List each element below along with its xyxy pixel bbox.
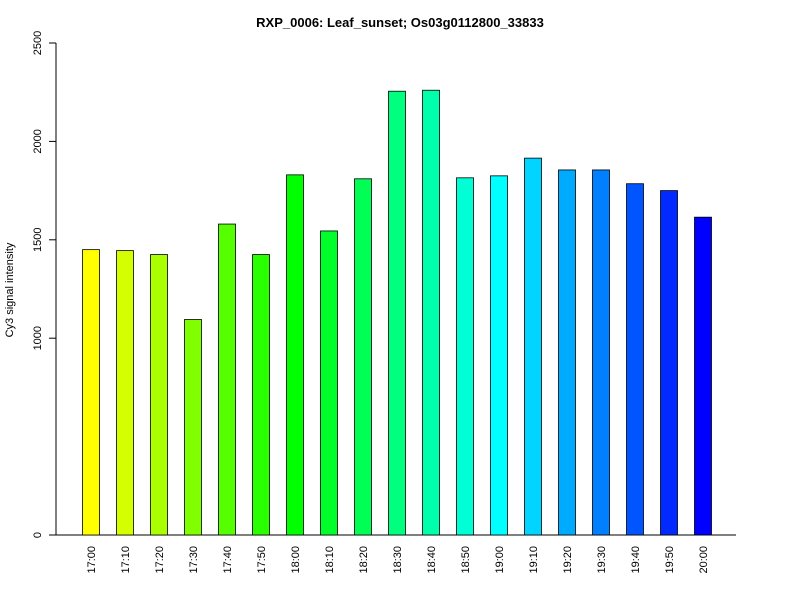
bar-1730 bbox=[184, 319, 202, 536]
bar-1900 bbox=[490, 175, 508, 536]
bar-1700 bbox=[82, 249, 100, 536]
bar-1750 bbox=[252, 254, 270, 536]
x-tick-label: 18:00 bbox=[290, 546, 302, 574]
x-tick-label: 18:30 bbox=[392, 546, 404, 574]
x-tick-label: 17:20 bbox=[154, 546, 166, 574]
x-tick-label: 19:30 bbox=[596, 546, 608, 574]
bar-1830 bbox=[388, 90, 406, 536]
x-tick-label: 17:00 bbox=[86, 546, 98, 574]
y-axis-label: Cy3 signal intensity bbox=[4, 242, 16, 337]
x-tick-label: 19:20 bbox=[562, 546, 574, 574]
chart-title: RXP_0006: Leaf_sunset; Os03g0112800_3383… bbox=[256, 15, 544, 30]
x-tick-label: 19:50 bbox=[664, 546, 676, 574]
y-tick-label: 1500 bbox=[32, 228, 44, 252]
x-tick-label: 17:10 bbox=[120, 546, 132, 574]
y-tick-label: 2000 bbox=[32, 129, 44, 153]
bar-1910 bbox=[524, 157, 542, 536]
x-tick-label: 17:50 bbox=[256, 546, 268, 574]
bar-1950 bbox=[660, 190, 678, 536]
bar-1720 bbox=[150, 254, 168, 536]
x-tick-label: 18:20 bbox=[358, 546, 370, 574]
x-tick-label: 18:10 bbox=[324, 546, 336, 574]
x-tick-label: 18:50 bbox=[460, 546, 472, 574]
bar-1940 bbox=[626, 183, 644, 536]
x-tick-label: 17:40 bbox=[222, 546, 234, 574]
y-tick-label: 1000 bbox=[32, 326, 44, 350]
y-axis-ticks: 0 1000 1500 2000 2500 bbox=[32, 31, 56, 538]
y-tick-label: 2500 bbox=[32, 31, 44, 55]
bar-1800 bbox=[286, 174, 304, 536]
x-tick-label: 19:00 bbox=[494, 546, 506, 574]
x-axis-tick-labels: 17:00 17:10 17:20 17:30 17:40 17:50 18:00 18:10… bbox=[86, 546, 710, 574]
bar-2000 bbox=[694, 216, 712, 536]
bar-1740 bbox=[218, 223, 236, 536]
bar-1850 bbox=[456, 177, 474, 536]
bars-group bbox=[82, 89, 712, 536]
bar-1930 bbox=[592, 169, 610, 536]
x-tick-label: 19:40 bbox=[630, 546, 642, 574]
x-tick-label: 19:10 bbox=[528, 546, 540, 574]
bar-1820 bbox=[354, 178, 372, 536]
bar-1920 bbox=[558, 169, 576, 536]
y-tick-label: 0 bbox=[32, 532, 44, 538]
bar-1840 bbox=[422, 89, 440, 536]
bar-1810 bbox=[320, 230, 338, 536]
x-tick-label: 17:30 bbox=[188, 546, 200, 574]
x-tick-label: 18:40 bbox=[426, 546, 438, 574]
x-tick-label: 20:00 bbox=[698, 546, 710, 574]
bar-1710 bbox=[116, 250, 134, 536]
